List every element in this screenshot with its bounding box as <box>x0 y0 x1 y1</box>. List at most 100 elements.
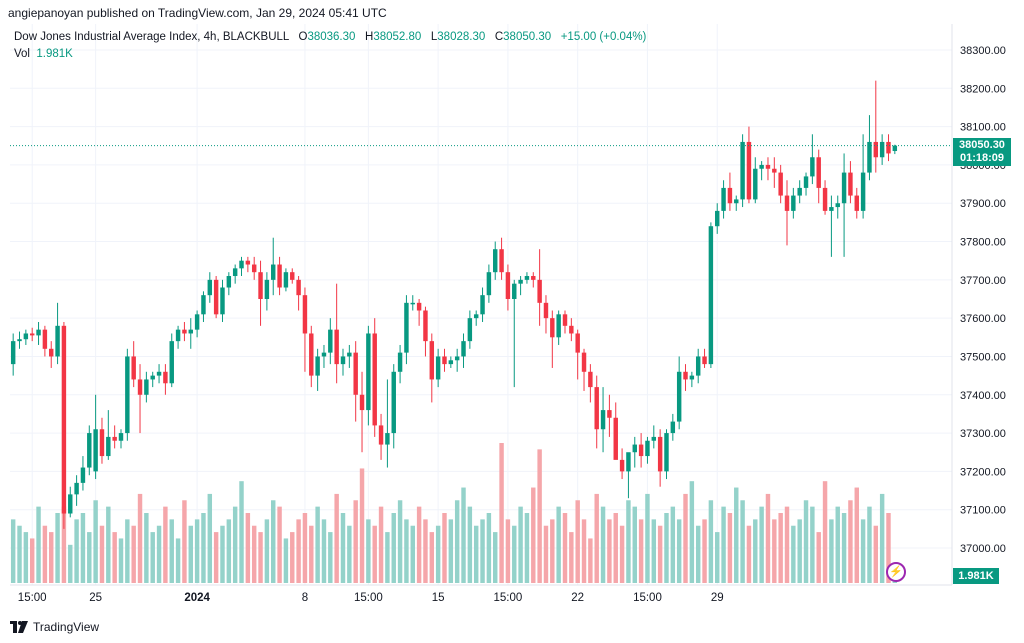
high-value: 38052.80 <box>373 31 422 43</box>
volume-bar <box>251 525 257 583</box>
candle-body <box>106 436 111 457</box>
volume-bar <box>689 481 695 583</box>
time-axis: 15:00 25 2024 8 15:00 15 15:00 22 15:00 29 <box>18 592 724 604</box>
candle-body <box>505 272 511 299</box>
volume-bar <box>626 500 631 583</box>
volume-bar <box>448 519 454 583</box>
x-tick-label: 15:00 <box>633 592 662 604</box>
close-value: 38050.30 <box>503 31 552 43</box>
volume-bar <box>467 506 473 583</box>
x-tick-label: 2024 <box>184 592 210 604</box>
candle-body <box>499 249 504 273</box>
brand-name: TradingView <box>33 620 100 634</box>
candle-body <box>188 329 193 334</box>
candle-body <box>68 494 73 514</box>
volume-bar <box>296 519 301 583</box>
volume-bar <box>55 513 60 583</box>
volume-bar <box>87 532 92 583</box>
volume-bar <box>505 519 511 583</box>
volume-bar <box>645 493 650 583</box>
volume-bar <box>638 519 644 583</box>
volume-bar <box>42 525 48 583</box>
volume-bar <box>778 513 783 583</box>
volume-bar <box>575 500 580 583</box>
candle-body <box>721 187 726 211</box>
candle-body <box>765 164 771 169</box>
candle-body <box>112 436 117 441</box>
candle-body <box>385 433 390 445</box>
candle-body <box>156 371 162 376</box>
lightning-icon[interactable]: ⚡ <box>886 562 906 582</box>
volume-bar <box>797 519 802 583</box>
candle-body <box>550 318 555 338</box>
candle-body <box>277 264 282 288</box>
candle-body <box>797 187 802 196</box>
volume-bar <box>264 519 270 583</box>
volume-bar <box>366 519 371 583</box>
current-price-badge: 38050.30 01:18:09 <box>953 138 1011 166</box>
candle-body <box>163 371 168 384</box>
low-value: 38028.30 <box>437 31 486 43</box>
volume-bar <box>226 519 232 583</box>
candle-body <box>258 272 263 299</box>
candle-body <box>740 141 745 200</box>
volume-bar <box>442 513 447 583</box>
y-tick-label: 38100.00 <box>960 122 1006 134</box>
candle-body <box>150 375 155 380</box>
volume-bar <box>676 519 682 583</box>
candle-body <box>232 268 238 277</box>
volume-bar <box>207 493 213 583</box>
candle-body <box>334 329 339 365</box>
volume-bar <box>727 513 733 583</box>
volume-bar <box>569 532 574 583</box>
volume-bar <box>118 538 124 583</box>
volume-bar <box>156 525 162 583</box>
volume-bar <box>721 506 726 583</box>
candle-body <box>321 352 327 357</box>
volume-bar <box>657 525 663 583</box>
candle-body <box>251 264 257 273</box>
volume-bar <box>429 532 435 583</box>
volume-bar <box>860 519 866 583</box>
volume-bar <box>886 513 891 583</box>
candle-body <box>118 433 124 441</box>
volume-bar <box>708 500 714 583</box>
candle-body <box>512 283 517 299</box>
volume-bar <box>543 525 549 583</box>
y-tick-label: 37000.00 <box>960 543 1006 555</box>
candle-body <box>702 356 707 365</box>
volume-bar <box>404 519 409 583</box>
y-tick-label: 37600.00 <box>960 313 1006 325</box>
volume-bar <box>74 519 79 583</box>
volume-bar <box>512 525 517 583</box>
volume-bar <box>290 532 295 583</box>
footer-brand[interactable]: TradingView <box>10 620 99 634</box>
candle-body <box>264 279 270 299</box>
volume-bar <box>23 532 29 583</box>
candle-body <box>410 302 415 305</box>
volume-bar <box>493 532 498 583</box>
y-tick-label: 37100.00 <box>960 505 1006 517</box>
candle-body <box>531 276 536 280</box>
candle-body <box>10 341 16 365</box>
volume-bar <box>182 500 187 583</box>
candle-body <box>213 279 219 315</box>
candle-body <box>778 172 783 196</box>
candle-body <box>461 341 466 357</box>
candle-body <box>569 325 574 334</box>
candle-body <box>423 310 428 342</box>
candle-body <box>860 172 866 211</box>
tradingview-logo-icon <box>10 621 28 633</box>
candle-body <box>594 387 599 430</box>
volume-bar <box>562 513 568 583</box>
candle-body <box>340 356 346 365</box>
volume-bar <box>328 532 333 583</box>
candle-body <box>144 379 149 395</box>
volume-bar <box>784 506 790 583</box>
volume-badge: 1.981K <box>953 568 999 584</box>
volume-bar <box>353 500 358 583</box>
candle-body <box>607 410 612 418</box>
candle-body <box>556 314 561 338</box>
volume-bar <box>879 493 885 583</box>
